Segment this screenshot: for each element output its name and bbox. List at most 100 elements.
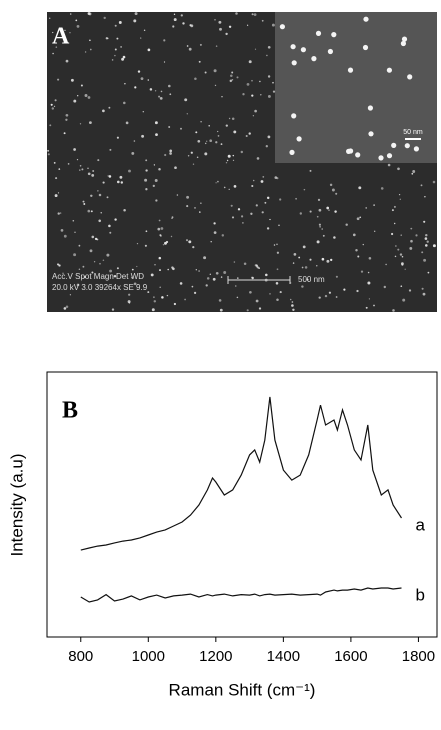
particle [69, 294, 72, 296]
info-values: 20.0 kV 3.0 39264x SE 9.9 [52, 283, 148, 292]
particle [393, 205, 396, 208]
particle [245, 134, 248, 138]
plot-frame [46, 371, 438, 638]
spectrum-line [80, 396, 403, 551]
particle [199, 43, 202, 46]
particle [316, 215, 319, 218]
particle [290, 44, 296, 50]
particle [186, 195, 190, 199]
particle [160, 90, 163, 93]
particle [87, 12, 91, 15]
x-tick-label: 1800 [402, 648, 435, 665]
particle [116, 37, 119, 40]
particle [136, 265, 138, 268]
particle [272, 81, 274, 84]
particle [365, 306, 368, 309]
particle [200, 120, 202, 123]
particle [410, 227, 413, 230]
particle [391, 232, 394, 236]
particle [333, 236, 336, 239]
particle [225, 32, 228, 36]
particle [155, 199, 158, 202]
particle [368, 257, 372, 260]
particle [215, 45, 218, 47]
particle [102, 259, 105, 261]
particle [412, 170, 416, 173]
particle [73, 99, 77, 103]
particle [87, 96, 91, 99]
particle [84, 51, 87, 53]
particle [196, 156, 199, 159]
particle [145, 230, 148, 233]
particle [301, 285, 304, 288]
particle [100, 212, 102, 214]
particle [296, 136, 302, 142]
particle [217, 180, 219, 183]
particle [186, 45, 189, 47]
particle [378, 155, 384, 161]
particle [356, 217, 360, 221]
particle [276, 243, 278, 246]
particle [158, 168, 161, 171]
particle [322, 234, 325, 237]
particle [190, 151, 193, 154]
particle [184, 298, 186, 301]
particle [192, 163, 195, 165]
particle [227, 154, 231, 158]
particle [176, 194, 179, 196]
particle [144, 244, 147, 247]
particle [55, 177, 58, 180]
particle [188, 240, 192, 244]
particle [128, 302, 131, 304]
particle [96, 238, 99, 241]
particle [217, 135, 220, 137]
particle [213, 231, 217, 234]
particle [81, 168, 84, 171]
particle [225, 162, 228, 164]
particle [124, 82, 126, 85]
particle [215, 141, 218, 144]
particle [187, 155, 190, 157]
particle [298, 256, 301, 259]
particle [276, 177, 279, 180]
particle [425, 233, 428, 237]
particle [223, 271, 227, 274]
particle [214, 84, 217, 87]
particle [291, 113, 297, 119]
particle [174, 166, 177, 170]
particle [276, 268, 279, 271]
particle [206, 140, 208, 142]
particle [359, 216, 362, 219]
particle [134, 86, 137, 89]
particle [78, 268, 81, 271]
particle [72, 219, 75, 222]
particle [164, 153, 167, 157]
particle [149, 88, 153, 91]
particle [328, 209, 330, 211]
particle [360, 270, 364, 273]
particle [404, 268, 406, 270]
particle [111, 308, 115, 311]
particle [241, 215, 244, 218]
particle [319, 225, 321, 228]
particle [271, 23, 275, 27]
particle [215, 271, 219, 275]
particle [154, 121, 158, 125]
particle [194, 207, 196, 209]
particle [53, 105, 56, 108]
particle [195, 269, 197, 271]
particle [269, 218, 271, 221]
particle [246, 83, 250, 86]
particle [170, 235, 173, 238]
particle [262, 176, 265, 178]
particle [358, 186, 362, 190]
particle [50, 103, 53, 106]
particle [258, 307, 262, 310]
particle [386, 67, 392, 73]
particle [424, 237, 428, 240]
particle [365, 207, 367, 209]
particle [157, 227, 161, 231]
particle [90, 210, 93, 213]
particle [99, 262, 101, 265]
particle [230, 204, 233, 207]
